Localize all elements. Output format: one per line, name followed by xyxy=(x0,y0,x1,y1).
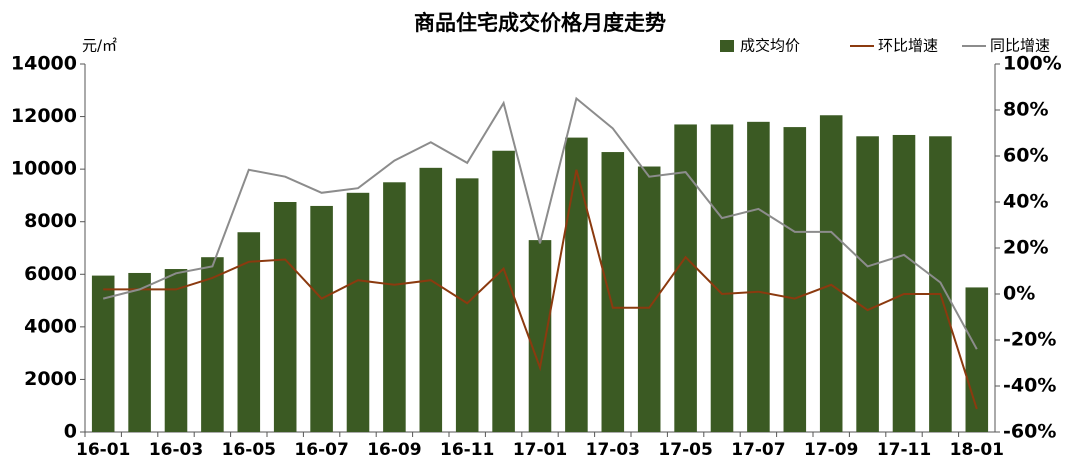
y2-tick-label: -20% xyxy=(1003,329,1056,351)
bar xyxy=(601,152,625,433)
bar xyxy=(747,121,770,432)
x-tick-label: 17-07 xyxy=(731,440,785,460)
y2-tick-label: -60% xyxy=(1003,421,1056,443)
bar xyxy=(637,166,661,432)
line xyxy=(103,169,978,410)
x-tick-label: 17-01 xyxy=(513,440,567,460)
bar xyxy=(164,269,188,432)
x-tick-label: 16-05 xyxy=(222,440,276,460)
bar xyxy=(419,167,443,433)
y-tick-label: 12000 xyxy=(11,105,77,127)
bar xyxy=(383,182,406,432)
y-tick-label: 10000 xyxy=(11,158,77,180)
bar xyxy=(565,137,588,432)
bar xyxy=(346,192,370,432)
bar xyxy=(856,136,879,433)
y-tick-label: 0 xyxy=(64,421,77,443)
y-tick-label: 8000 xyxy=(24,210,77,232)
x-tick-label: 17-05 xyxy=(658,440,712,460)
bar xyxy=(91,275,115,432)
y2-tick-label: 80% xyxy=(1003,99,1048,121)
x-tick-label: 18-01 xyxy=(950,440,1004,460)
legend-swatch xyxy=(720,40,734,52)
line xyxy=(102,96,978,350)
x-tick-label: 16-11 xyxy=(440,440,494,460)
bar xyxy=(819,115,843,432)
y-axis-label: 元/㎡ xyxy=(82,37,117,55)
bar xyxy=(674,124,697,432)
bar xyxy=(128,272,151,432)
x-tick-label: 16-01 xyxy=(76,440,130,460)
bar xyxy=(965,287,989,432)
bar xyxy=(237,232,261,432)
x-tick-label: 17-03 xyxy=(586,440,640,460)
bar xyxy=(783,127,807,432)
bar xyxy=(455,178,479,432)
x-tick-label: 16-07 xyxy=(294,440,348,460)
x-tick-label: 16-09 xyxy=(367,440,421,460)
bar xyxy=(892,134,916,432)
bar xyxy=(201,257,224,432)
x-tick-label: 16-03 xyxy=(149,440,203,460)
y-tick-label: 14000 xyxy=(11,53,77,75)
bar xyxy=(710,124,734,432)
y-tick-label: 6000 xyxy=(24,263,77,285)
x-tick-label: 17-09 xyxy=(804,440,858,460)
y2-tick-label: -40% xyxy=(1003,375,1056,397)
bar xyxy=(273,202,297,432)
legend-label: 环比增速 xyxy=(878,37,938,55)
bar xyxy=(310,205,333,432)
y2-tick-label: 100% xyxy=(1003,53,1062,75)
x-tick-label: 17-11 xyxy=(877,440,931,460)
y2-tick-label: 40% xyxy=(1003,191,1048,213)
y2-tick-label: 60% xyxy=(1003,145,1048,167)
bar xyxy=(492,150,515,432)
y2-tick-label: 0% xyxy=(1003,283,1035,305)
legend-label: 成交均价 xyxy=(740,37,800,55)
y2-tick-label: 20% xyxy=(1003,237,1048,259)
y-tick-label: 4000 xyxy=(24,315,77,337)
bar xyxy=(528,240,552,432)
legend-label: 同比增速 xyxy=(990,37,1050,55)
y-tick-label: 2000 xyxy=(24,368,77,390)
chart-title: 商品住宅成交价格月度走势 xyxy=(414,11,666,35)
